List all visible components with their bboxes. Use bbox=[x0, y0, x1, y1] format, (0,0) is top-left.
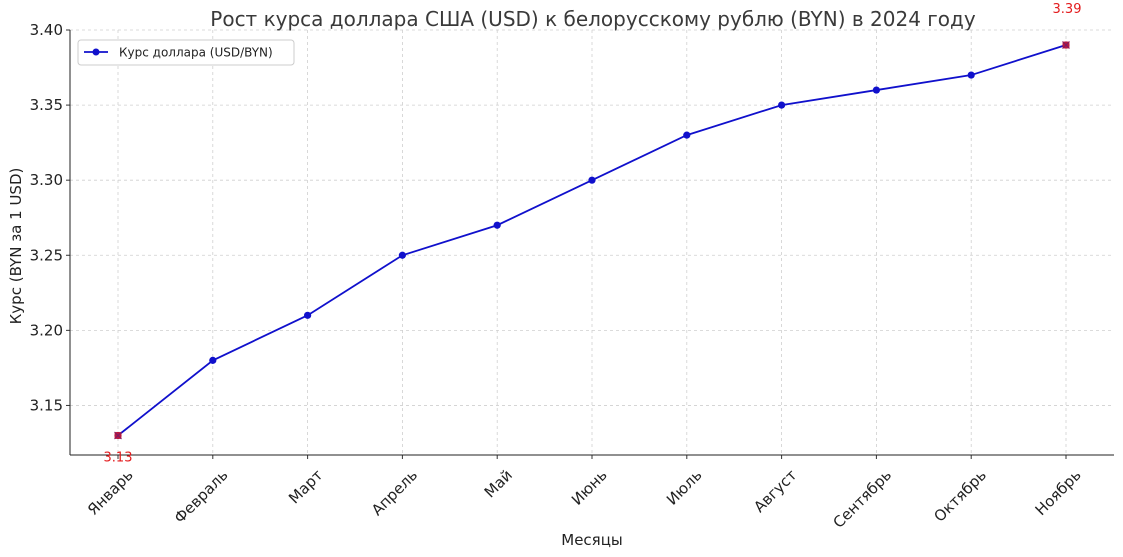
x-tick-label: Январь bbox=[84, 466, 137, 519]
legend-box bbox=[77, 39, 295, 66]
data-label: 3.13 bbox=[104, 450, 133, 465]
data-label: 3.39 bbox=[1053, 2, 1082, 17]
data-point bbox=[398, 251, 406, 259]
highlight-marker-cross bbox=[1062, 41, 1070, 49]
chart-title: Рост курса доллара США (USD) к белорусск… bbox=[210, 7, 976, 31]
x-tick-label: Март bbox=[285, 466, 326, 507]
x-tick-label: Октябрь bbox=[930, 466, 990, 526]
legend: Курс доллара (USD/BYN) bbox=[77, 39, 295, 66]
grid bbox=[70, 29, 1114, 455]
legend-label: Курс доллара (USD/BYN) bbox=[119, 46, 273, 60]
data-point bbox=[778, 101, 786, 109]
x-tick-label: Август bbox=[750, 466, 800, 516]
y-tick-label: 3.20 bbox=[30, 321, 63, 339]
data-point bbox=[209, 356, 217, 364]
data-point bbox=[493, 221, 501, 229]
annotations: 3.13 3.39 bbox=[104, 2, 1082, 465]
y-tick-label: 3.35 bbox=[30, 96, 63, 114]
data-point bbox=[872, 86, 881, 94]
highlight-marker-cross bbox=[114, 431, 122, 440]
x-tick-label: Май bbox=[481, 466, 516, 501]
legend-point-marker bbox=[92, 48, 100, 56]
data-point bbox=[588, 176, 596, 184]
x-tick-label: Сентябрь bbox=[829, 466, 895, 532]
x-tick-label: Апрель bbox=[368, 466, 421, 519]
x-tick-label: Ноябрь bbox=[1032, 466, 1085, 519]
y-tick-label: 3.15 bbox=[30, 396, 63, 414]
x-tick-label: Февраль bbox=[171, 466, 232, 527]
y-tick-label: 3.25 bbox=[30, 246, 63, 264]
y-tick-label: 3.30 bbox=[30, 171, 63, 189]
data-point bbox=[967, 71, 975, 79]
x-axis-label: Месяцы bbox=[561, 531, 623, 549]
data-point bbox=[304, 311, 312, 319]
x-tick-label: Июль bbox=[663, 466, 706, 509]
y-axis-label: Курс (BYN за 1 USD) bbox=[7, 168, 25, 325]
x-tick-label: Июнь bbox=[568, 466, 611, 509]
y-tick-label: 3.40 bbox=[30, 21, 63, 39]
axes: 3.15 3.20 3.25 3.30 3.35 3.40 Январь Февраль Мар… bbox=[30, 21, 1114, 532]
data-point bbox=[683, 131, 691, 139]
